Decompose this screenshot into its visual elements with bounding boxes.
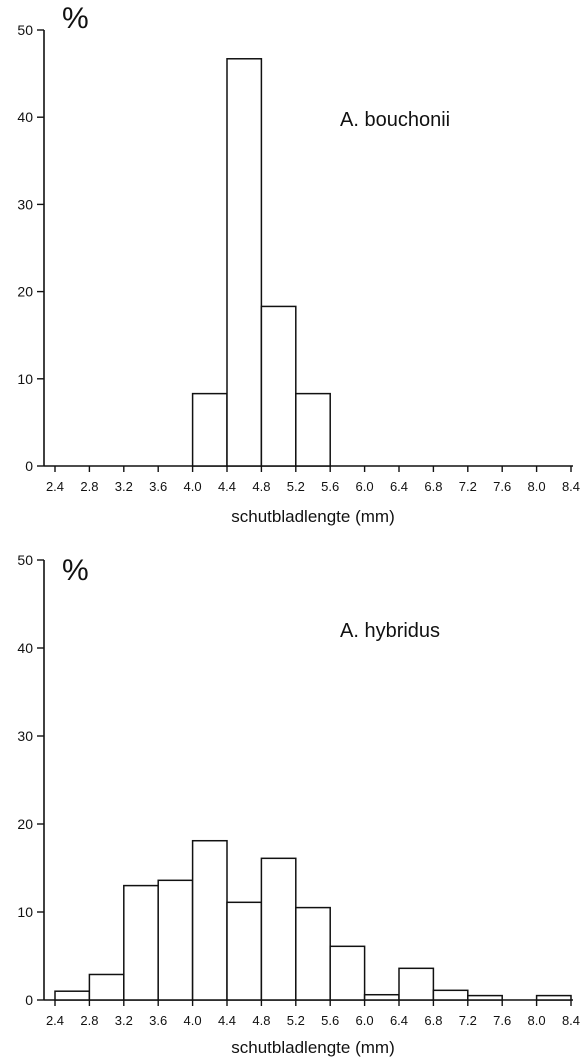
histogram-bar	[535, 994, 572, 1001]
y-tick-label: 50	[17, 22, 33, 38]
x-tick-label: 2.4	[46, 479, 64, 494]
histogram-bar	[123, 884, 159, 1001]
histogram-hybridus: % A. hybridus schutbladlengte (mm) 0 10 20…	[17, 552, 580, 1057]
y-tick-label: 50	[17, 552, 33, 568]
x-tick-label: 3.6	[149, 1013, 167, 1028]
species-annotation: A. hybridus	[340, 620, 440, 642]
x-tick-label: 5.2	[287, 1013, 305, 1028]
y-unit-label: %	[62, 554, 89, 587]
histogram-bar	[88, 973, 125, 1001]
histogram-bar	[54, 990, 91, 1001]
y-tick-label: 20	[17, 816, 33, 832]
x-tick-label: 3.2	[115, 1013, 133, 1028]
y-axis: 0 10 20 30 40 50	[17, 552, 45, 1008]
x-tick-label: 7.2	[459, 1013, 477, 1028]
x-tick-label: 4.0	[184, 479, 202, 494]
histogram-bar	[260, 857, 297, 1001]
y-tick-label: 10	[17, 371, 33, 387]
x-tick-label: 8.0	[528, 479, 546, 494]
x-tick-label: 6.0	[356, 479, 374, 494]
histogram-bouchonii: % A. bouchonii schutbladlengte (mm) 0 10 2…	[17, 2, 580, 526]
x-tick-label: 5.6	[321, 479, 339, 494]
histogram-bar	[432, 989, 469, 1001]
histogram-bar	[191, 839, 228, 1001]
x-tick-label: 7.6	[493, 479, 511, 494]
y-axis: 0 10 20 30 40 50	[17, 22, 45, 474]
x-tick-label: 3.2	[115, 479, 133, 494]
histogram-bar	[191, 392, 228, 467]
x-tick-label: 4.8	[252, 479, 270, 494]
x-tick-label: 2.4	[46, 1013, 64, 1028]
bars	[54, 839, 572, 1001]
histogram-bar	[226, 58, 263, 467]
x-tick-label: 7.6	[493, 1013, 511, 1028]
y-tick-label: 10	[17, 904, 33, 920]
x-tick-label: 2.8	[80, 1013, 98, 1028]
x-tick-label: 7.2	[459, 479, 477, 494]
y-unit-label: %	[62, 2, 89, 35]
x-tick-label: 6.4	[390, 1013, 408, 1028]
x-tick-label: 8.4	[562, 479, 580, 494]
x-axis-title: schutbladlengte (mm)	[231, 507, 394, 526]
species-annotation: A. bouchonii	[340, 109, 450, 131]
x-axis-title: schutbladlengte (mm)	[231, 1038, 394, 1057]
bars	[191, 58, 331, 467]
y-tick-label: 40	[17, 640, 33, 656]
x-tick-label: 5.6	[321, 1013, 339, 1028]
histogram-bar	[398, 967, 435, 1001]
histogram-bar	[329, 945, 366, 1001]
histogram-bar	[295, 392, 331, 467]
y-tick-label: 30	[17, 728, 33, 744]
y-tick-label: 0	[25, 992, 33, 1008]
x-axis: 2.4 2.8 3.2 3.6 4.0 4.4 4.8 5.2 5.6 6.0 6.4 6.8 7.2 7…	[44, 465, 580, 494]
x-tick-label: 3.6	[149, 479, 167, 494]
x-tick-label: 8.4	[562, 1013, 580, 1028]
histogram-bar	[295, 906, 331, 1001]
x-tick-label: 6.0	[356, 1013, 374, 1028]
y-tick-label: 0	[25, 458, 33, 474]
x-tick-label: 5.2	[287, 479, 305, 494]
x-tick-label: 2.8	[80, 479, 98, 494]
y-tick-label: 40	[17, 109, 33, 125]
y-tick-label: 20	[17, 284, 33, 300]
y-tick-label: 30	[17, 196, 33, 212]
x-tick-label: 4.8	[252, 1013, 270, 1028]
x-tick-label: 6.8	[424, 1013, 442, 1028]
histogram-bar	[260, 305, 297, 467]
x-tick-label: 4.4	[218, 1013, 236, 1028]
x-tick-label: 4.4	[218, 479, 236, 494]
histogram-bar	[226, 901, 263, 1001]
histogram-bar	[467, 994, 503, 1001]
histogram-bar	[363, 993, 400, 1001]
x-axis: 2.4 2.8 3.2 3.6 4.0 4.4 4.8 5.2 5.6 6.0 6.4 6.8 7.2 7…	[44, 999, 580, 1028]
histogram-bar	[157, 879, 194, 1001]
x-tick-label: 6.4	[390, 479, 408, 494]
x-tick-label: 6.8	[424, 479, 442, 494]
x-tick-label: 4.0	[184, 1013, 202, 1028]
x-tick-label: 8.0	[528, 1013, 546, 1028]
